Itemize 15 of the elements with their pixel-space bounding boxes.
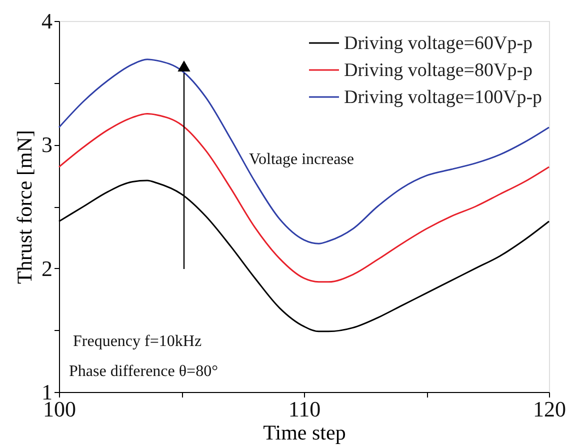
line-series: [58, 113, 550, 283]
annotation: Phase difference θ=80°: [69, 363, 218, 380]
line-series: [58, 58, 550, 244]
legend-label: Driving voltage=60Vp-p: [344, 33, 533, 54]
y-tick-label: 2: [42, 256, 52, 281]
x-tick-label: 110: [288, 396, 321, 422]
y-axis-title: Thrust force [mN]: [12, 130, 36, 284]
x-tick-label: 120: [533, 396, 566, 422]
annotation: Frequency f=10kHz: [73, 333, 202, 350]
legend-label: Driving voltage=100Vp-p: [344, 87, 542, 108]
legend-label: Driving voltage=80Vp-p: [344, 60, 533, 81]
annotation: Voltage increase: [249, 151, 354, 168]
y-tick-label: 3: [42, 132, 52, 158]
x-axis-title: Time step: [263, 420, 346, 444]
y-tick-label: 4: [42, 8, 52, 34]
